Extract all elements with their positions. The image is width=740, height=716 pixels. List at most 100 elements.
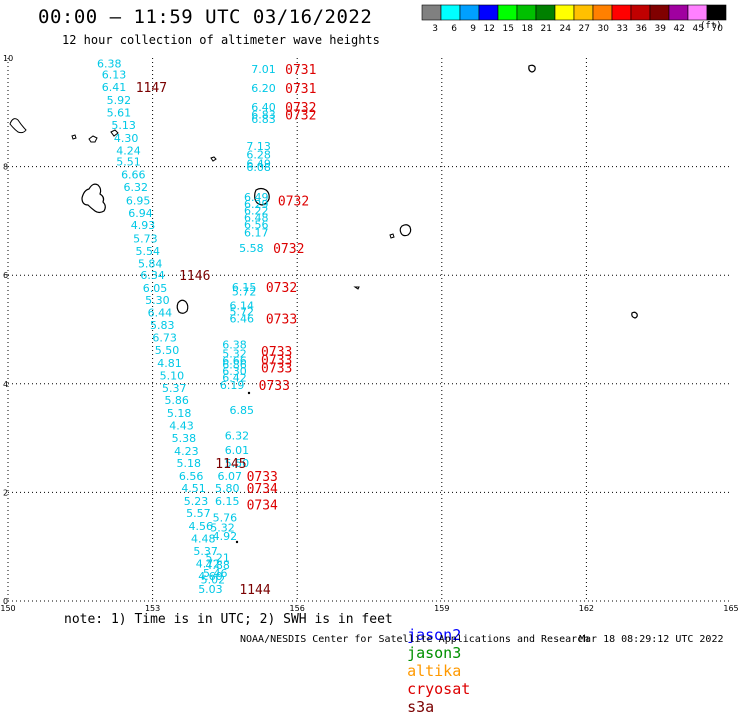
wave-height-value: 5.92	[107, 94, 132, 107]
wave-height-value: 5.50	[225, 457, 250, 470]
legend-swatch	[687, 4, 708, 21]
x-tick-label: 165	[723, 604, 738, 613]
legend-bin-label: 42	[674, 24, 685, 34]
wave-height-value: 6.19	[220, 379, 245, 392]
wave-height-value: 5.84	[138, 257, 163, 270]
wave-height-value: 6.29	[244, 198, 269, 211]
y-tick-label: 0	[3, 597, 8, 606]
wave-height-value: 6.32	[123, 181, 148, 194]
wave-height-value: 6.40	[251, 101, 276, 114]
pass-time-label: 0732	[278, 194, 309, 209]
wave-height-value: 6.08	[246, 161, 271, 174]
legend-swatch	[706, 4, 727, 21]
wave-height-value: 5.54	[136, 245, 161, 258]
legend-bin-label: 12	[484, 24, 495, 34]
wave-height-labels: 6.386.136.415.925.615.134.304.245.516.66…	[97, 57, 276, 596]
island-outline	[88, 135, 98, 143]
wave-height-value: 6.28	[246, 149, 271, 162]
y-tick-label: 10	[3, 54, 13, 63]
wave-height-value: 6.32	[225, 429, 250, 442]
wave-height-value: 5.57	[186, 507, 211, 520]
wave-height-value: 6.66	[121, 169, 146, 182]
wave-height-value: 5.83	[150, 319, 175, 332]
footer-note: note: 1) Time is in UTC; 2) SWH is in fe…	[64, 612, 393, 627]
island-dot	[235, 540, 239, 544]
legend-bin-label: 27	[579, 24, 590, 34]
wave-height-value: 5.21	[205, 552, 230, 565]
y-tick-label: 4	[3, 380, 8, 389]
satellite-altika-label: altika	[407, 662, 462, 680]
wave-height-value: 5.10	[160, 370, 185, 383]
wave-height-value: 6.86	[222, 358, 247, 371]
wave-height-value: 5.61	[107, 106, 132, 119]
wave-height-value: 6.20	[251, 82, 276, 95]
wave-height-value: 5.03	[198, 583, 223, 596]
legend-swatch	[516, 4, 537, 21]
wave-height-value: 4.93	[131, 219, 156, 232]
legend-swatch	[459, 4, 480, 21]
island-outline	[110, 129, 119, 137]
wave-height-value: 5.38	[172, 432, 197, 445]
pass-time-label: 1146	[179, 269, 210, 284]
pass-time-label: 0733	[259, 379, 290, 394]
wave-height-value: 6.66	[222, 354, 247, 367]
credit-line: NOAA/NESDIS Center for Satellite Applica…	[240, 634, 590, 645]
wave-height-value: 6.49	[244, 191, 269, 204]
pass-time-label: 0733	[266, 313, 297, 328]
wave-height-value: 6.73	[152, 332, 177, 345]
wave-height-value: 6.38	[222, 339, 247, 352]
wave-height-value: 6.85	[230, 404, 255, 417]
pass-time-label: 1145	[215, 457, 246, 472]
wave-height-value: 7.13	[246, 140, 271, 153]
wave-height-value: 6.49	[246, 157, 271, 170]
wave-height-value: 4.81	[157, 357, 182, 370]
wave-height-value: 6.44	[148, 307, 173, 320]
legend-bin-label: 15	[503, 24, 514, 34]
legend-swatch	[630, 4, 651, 21]
wave-height-value: 4.30	[114, 132, 139, 145]
y-tick-label: 8	[3, 163, 8, 172]
wave-height-value: 5.37	[193, 545, 218, 558]
wave-height-value: 5.32	[210, 522, 235, 535]
legend-swatch	[421, 4, 442, 21]
wave-height-value: 5.50	[155, 344, 180, 357]
wave-height-value: 6.34	[140, 269, 165, 282]
island-outline	[254, 187, 270, 206]
pass-time-label: 0732	[285, 108, 316, 123]
wave-height-value: 4.56	[189, 520, 214, 533]
legend-swatch	[440, 4, 461, 21]
island-outline	[210, 156, 217, 162]
island-outline	[9, 118, 27, 134]
pass-time-label: 0732	[285, 101, 316, 116]
wave-height-value: 6.48	[244, 212, 269, 225]
wave-height-value: 5.02	[201, 573, 226, 586]
legend-bin-label: 45	[693, 24, 704, 34]
wave-height-value: 6.56	[179, 470, 204, 483]
wave-height-value: 5.58	[239, 242, 264, 255]
wave-height-value: 4.24	[116, 144, 141, 157]
wave-height-value: 6.83	[251, 108, 276, 121]
wave-height-value: 6.56	[244, 219, 269, 232]
legend-swatch	[573, 4, 594, 21]
wave-height-value: 4.48	[191, 533, 216, 546]
wave-height-value: 5.46	[203, 567, 228, 580]
wave-height-value: 6.15	[232, 281, 257, 294]
island-outline	[528, 64, 536, 73]
wave-height-value: 6.17	[244, 226, 269, 239]
x-tick-label: 159	[434, 604, 449, 613]
legend-swatch	[478, 4, 499, 21]
wave-height-value: 5.80	[215, 482, 240, 495]
wave-height-value: 6.07	[217, 470, 242, 483]
wave-height-value: 6.01	[225, 444, 250, 457]
island-outline	[389, 233, 395, 239]
legend-bin-label: 30	[598, 24, 610, 34]
pass-time-label: 0732	[266, 281, 297, 296]
wave-height-value: 6.15	[215, 495, 240, 508]
wave-height-value: 5.23	[184, 495, 209, 508]
wave-height-value: 5.51	[116, 156, 141, 169]
pass-time-labels: 1147114611451144073107310732073207320732…	[136, 63, 317, 598]
wave-height-value: 4.43	[169, 420, 194, 433]
island-outline	[399, 224, 412, 237]
island-outline	[81, 183, 106, 214]
legend-bin-label: 33	[617, 24, 628, 34]
